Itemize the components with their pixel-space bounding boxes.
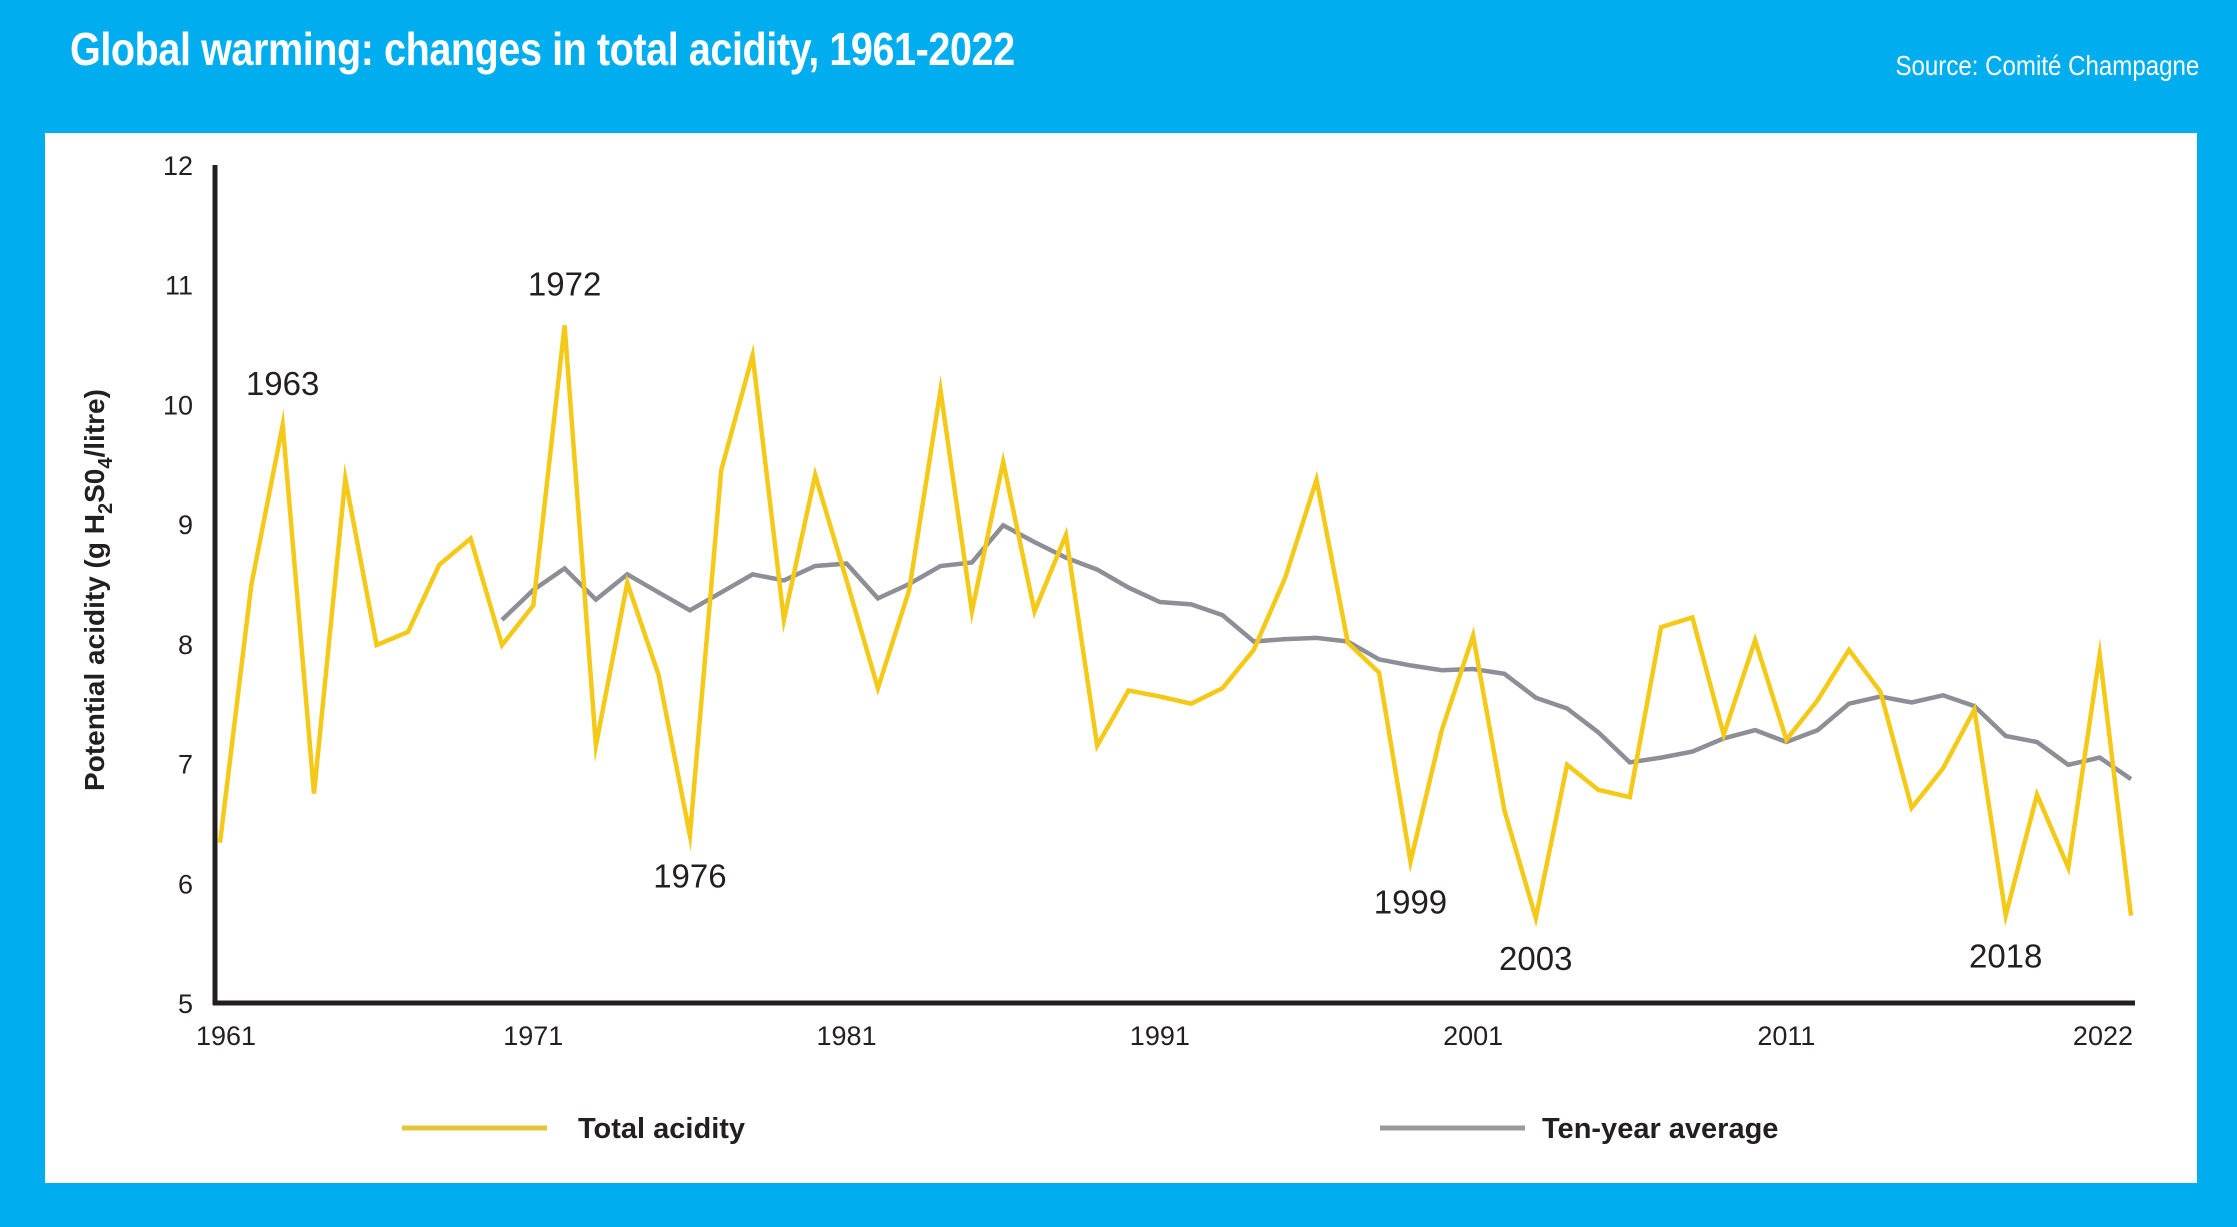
annotation-2003: 2003	[1499, 940, 1572, 977]
y-tick-label: 12	[163, 151, 193, 181]
y-tick-label: 11	[165, 271, 193, 301]
legend: Total acidity Ten-year average	[402, 1113, 1778, 1145]
x-tick-label: 1961	[196, 1021, 256, 1051]
total-acidity-line	[217, 325, 2134, 928]
y-tick-label: 6	[178, 869, 193, 899]
x-tick-label: 1981	[817, 1021, 877, 1051]
y-tick-label: 7	[178, 750, 193, 780]
legend-label-ten-year-average: Ten-year average	[1542, 1113, 1778, 1145]
x-tick-label: 2011	[1757, 1021, 1815, 1051]
legend-label-total-acidity: Total acidity	[578, 1113, 745, 1145]
x-tick-label: 1991	[1130, 1021, 1190, 1051]
x-tick-label: 1971	[503, 1021, 563, 1051]
y-tick-label: 10	[163, 390, 193, 420]
annotation-1972: 1972	[528, 265, 601, 302]
annotation-1976: 1976	[653, 857, 726, 894]
y-label-sub2: 4	[95, 457, 117, 469]
x-tick-label: 2022	[2073, 1021, 2133, 1051]
chart-panel	[45, 133, 2197, 1183]
axes	[212, 165, 2135, 1006]
x-tick-label: 2001	[1443, 1021, 1503, 1051]
y-label-mid: S0	[79, 469, 110, 503]
series-group	[217, 325, 2134, 928]
y-label-prefix: Potential acidity (g H	[79, 514, 110, 791]
y-tick-labels: 5 6 7 8 9 10 11 12	[163, 151, 193, 1019]
ten-year-average-line	[500, 522, 2133, 781]
x-tick-labels: 1961 1971 1981 1991 2001 2011 2022	[196, 1021, 2133, 1051]
annotation-2018: 2018	[1969, 938, 2042, 975]
y-tick-label: 5	[178, 989, 193, 1019]
chart-title: Global warming: changes in total acidity…	[70, 23, 1015, 75]
annotation-1999: 1999	[1374, 884, 1447, 921]
source-note: Source: Comité Champagne	[1895, 50, 2199, 81]
y-label-sub1: 2	[95, 503, 117, 514]
annotations: 1963 1972 1976 1999 2003 2018	[246, 265, 2042, 977]
y-axis-label: Potential acidity (g H2S04/litre)	[79, 389, 117, 791]
y-tick-label: 8	[178, 630, 193, 660]
annotation-1963: 1963	[246, 365, 319, 402]
y-label-suffix: /litre)	[79, 389, 110, 457]
y-tick-label: 9	[178, 510, 193, 540]
